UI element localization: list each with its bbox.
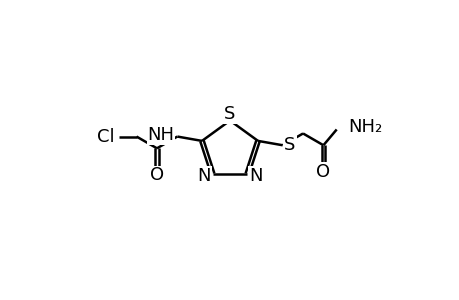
Text: N: N bbox=[248, 167, 262, 185]
Text: Cl: Cl bbox=[97, 128, 114, 146]
Text: NH: NH bbox=[147, 126, 174, 144]
Text: O: O bbox=[150, 167, 164, 184]
Text: NH₂: NH₂ bbox=[348, 118, 382, 136]
Text: S: S bbox=[284, 136, 295, 154]
Text: N: N bbox=[197, 167, 211, 185]
Text: O: O bbox=[316, 163, 330, 181]
Text: S: S bbox=[224, 105, 235, 123]
